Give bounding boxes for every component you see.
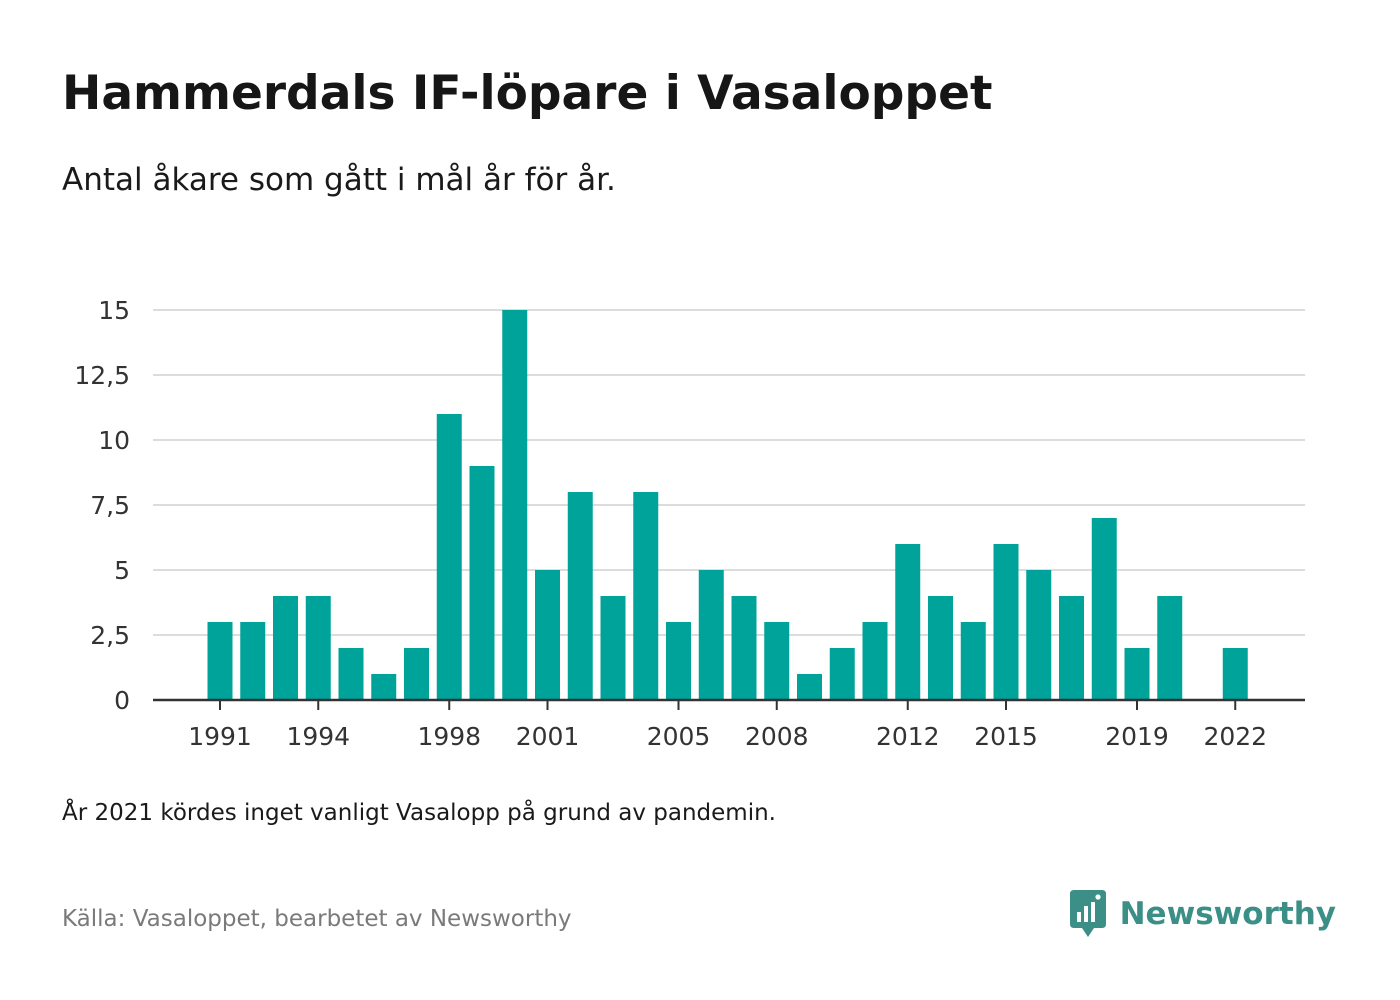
bar-2014 xyxy=(960,622,986,700)
y-tick-label: 7,5 xyxy=(90,491,130,520)
x-tick-label: 2005 xyxy=(647,722,711,751)
bar-1992 xyxy=(240,622,266,700)
bar-2006 xyxy=(698,570,724,700)
y-tick-label: 15 xyxy=(98,296,130,325)
bar-2007 xyxy=(731,596,757,700)
x-axis-tick-labels: 1991 1994 1998 2001 2005 2008 2012 2015 2019 2022 xyxy=(188,722,1267,751)
bar-1991 xyxy=(207,622,233,700)
brand-name: Newsworthy xyxy=(1119,896,1336,932)
y-tick-label: 5 xyxy=(114,556,130,585)
y-tick-label: 0 xyxy=(114,686,130,715)
bar-1998 xyxy=(436,414,462,700)
x-tick-label: 1998 xyxy=(417,722,481,751)
bar-2004 xyxy=(633,492,659,700)
bar-2002 xyxy=(567,492,593,700)
bar-2018 xyxy=(1091,518,1117,700)
chart-subtitle: Antal åkare som gått i mål år för år. xyxy=(62,162,616,198)
bar-2000 xyxy=(502,310,528,700)
bar-2016 xyxy=(1026,570,1052,700)
bar-2017 xyxy=(1059,596,1084,700)
bar-2022 xyxy=(1222,648,1248,700)
bar-2003 xyxy=(600,596,626,700)
x-tick-label: 2001 xyxy=(516,722,580,751)
brand-logo: Newsworthy xyxy=(1068,890,1336,938)
bar-2009 xyxy=(797,674,822,700)
bar-2020 xyxy=(1157,596,1183,700)
y-tick-label: 12,5 xyxy=(74,361,130,390)
bar-2005 xyxy=(666,622,691,700)
bar-1996 xyxy=(371,674,397,700)
bar-2001 xyxy=(535,570,560,700)
newsworthy-logo-icon xyxy=(1069,890,1106,937)
y-axis-tick-labels: 0 2,5 5 7,5 10 12,5 15 xyxy=(74,296,130,715)
bar-1993 xyxy=(273,596,298,700)
x-tick-label: 2022 xyxy=(1203,722,1267,751)
chart-source: Källa: Vasaloppet, bearbetet av Newswort… xyxy=(62,906,572,932)
x-tick-label: 2015 xyxy=(974,722,1038,751)
bar-1994 xyxy=(305,596,331,700)
x-tick-label: 1991 xyxy=(188,722,252,751)
x-axis xyxy=(153,698,1305,710)
gridlines xyxy=(153,309,1305,636)
x-tick-label: 1994 xyxy=(286,722,350,751)
bar-2019 xyxy=(1124,648,1150,700)
bar-1995 xyxy=(338,648,364,700)
bar-2013 xyxy=(928,596,953,700)
bar-2012 xyxy=(895,544,921,700)
chart-footnote: År 2021 kördes inget vanligt Vasalopp på… xyxy=(62,800,776,826)
bars xyxy=(207,310,1248,700)
bar-1997 xyxy=(404,648,429,700)
bar-2015 xyxy=(993,544,1019,700)
y-tick-label: 10 xyxy=(98,426,130,455)
bar-chart: 0 2,5 5 7,5 10 12,5 15 1991 1994 1998 2001 2005 200… xyxy=(74,296,1305,751)
chart-title: Hammerdals IF-löpare i Vasaloppet xyxy=(62,66,993,121)
y-tick-label: 2,5 xyxy=(90,621,130,650)
bar-2011 xyxy=(862,622,888,700)
bar-1999 xyxy=(469,466,495,700)
bar-2008 xyxy=(764,622,790,700)
bar-2010 xyxy=(829,648,855,700)
x-tick-label: 2019 xyxy=(1105,722,1169,751)
x-tick-label: 2012 xyxy=(876,722,940,751)
x-tick-label: 2008 xyxy=(745,722,809,751)
